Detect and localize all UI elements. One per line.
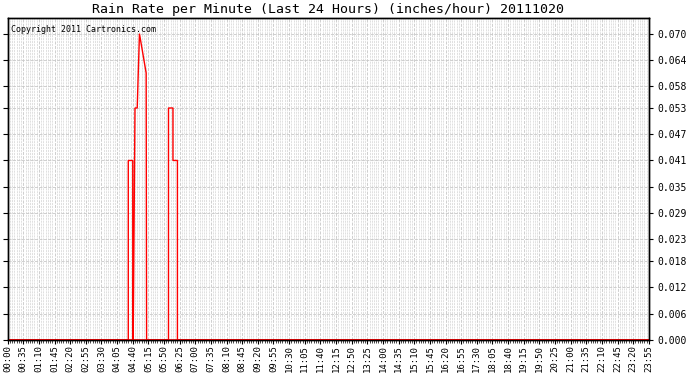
Title: Rain Rate per Minute (Last 24 Hours) (inches/hour) 20111020: Rain Rate per Minute (Last 24 Hours) (in… bbox=[92, 3, 564, 16]
Text: Copyright 2011 Cartronics.com: Copyright 2011 Cartronics.com bbox=[11, 25, 156, 34]
